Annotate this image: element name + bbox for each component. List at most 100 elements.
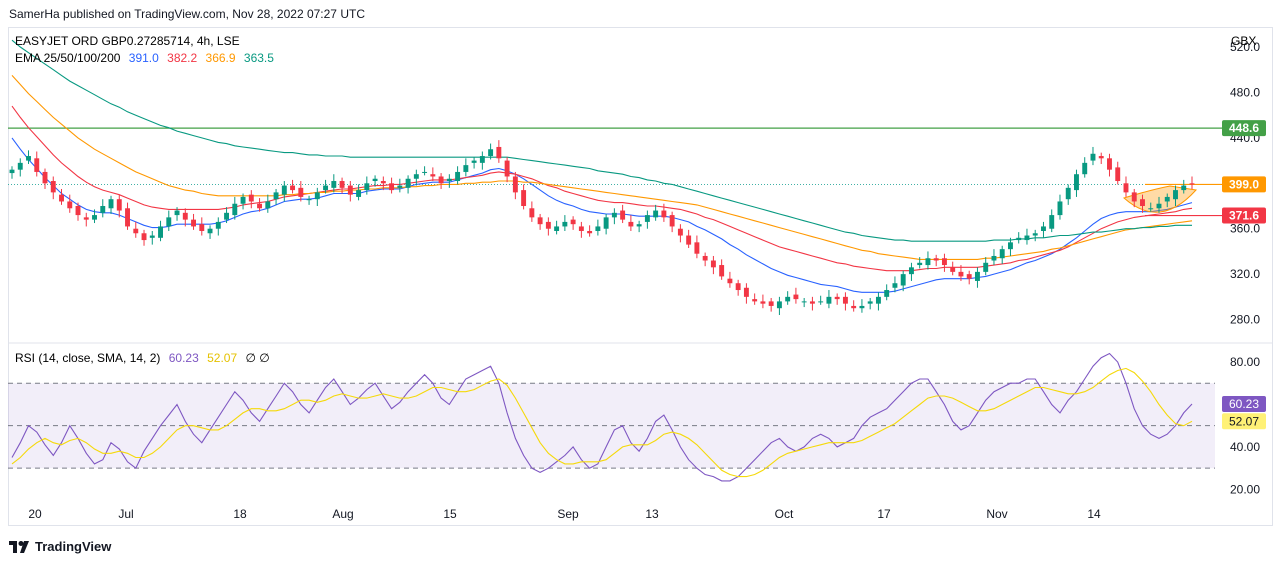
ema25-value: 391.0	[129, 51, 159, 65]
candle-body	[397, 185, 403, 188]
candle-body	[306, 199, 312, 201]
candle-body	[834, 296, 840, 300]
rsi-value-tag-label: 60.23	[1229, 397, 1259, 411]
level-label: 448.6	[1229, 121, 1259, 135]
candle-body	[677, 228, 683, 236]
candle-body	[281, 185, 287, 195]
candle-body	[1024, 235, 1030, 241]
candle-body	[743, 287, 749, 297]
candle-body	[636, 224, 642, 227]
candle-body	[983, 262, 989, 272]
candle-body	[545, 221, 551, 229]
candle-body	[776, 301, 782, 309]
candle-body	[389, 183, 395, 191]
candle-body	[463, 165, 469, 172]
candle-body	[719, 265, 725, 277]
date-tick-label: Nov	[986, 507, 1007, 521]
candle-body	[1041, 226, 1046, 231]
rsi-value-tag	[1222, 395, 1266, 412]
candle-body	[347, 185, 353, 195]
candle-body	[950, 267, 956, 272]
date-tick-label: 18	[233, 507, 247, 521]
rsi-legend-extra: ∅ ∅	[245, 351, 269, 365]
candle-body	[1115, 167, 1121, 182]
candle-body	[735, 283, 741, 291]
rsi-tick-label: 20.00	[1230, 482, 1260, 496]
candle-body	[702, 255, 708, 261]
candle-body	[958, 271, 964, 277]
candle-body	[595, 226, 601, 231]
candle-body	[125, 208, 130, 227]
candle-body	[83, 217, 89, 220]
candle-body	[59, 194, 64, 202]
axes-layer: 280.0320.0360.0400.0440.0480.0520.020Jul…	[8, 40, 1273, 521]
candle-body	[438, 176, 444, 184]
candle-body	[851, 305, 857, 309]
candle-body	[752, 299, 758, 302]
ema100-value: 366.9	[206, 51, 236, 65]
candle-body	[628, 221, 634, 227]
candle-body	[587, 230, 593, 234]
candle-body	[364, 183, 370, 191]
candle-body	[859, 305, 865, 309]
candle-body	[290, 185, 296, 191]
candle-body	[141, 233, 147, 241]
ema50-line	[11, 105, 1193, 272]
candle-body	[75, 206, 81, 216]
candle-body	[1131, 192, 1137, 202]
candle-body	[578, 226, 584, 231]
candle-body	[1189, 183, 1195, 185]
candle-body	[1140, 199, 1145, 207]
level-tag	[1222, 176, 1266, 193]
date-tick-label: 17	[877, 507, 891, 521]
candle-body	[908, 267, 914, 275]
candle-body	[380, 181, 386, 184]
rsi-legend-value: 60.23	[169, 351, 199, 365]
candle-body	[273, 192, 279, 200]
candle-body	[50, 181, 56, 193]
candle-body	[199, 224, 205, 231]
candle-body	[314, 192, 320, 200]
candle-body	[1016, 237, 1022, 241]
candle-body	[620, 210, 626, 220]
candle-body	[446, 178, 452, 182]
candle-body	[191, 219, 196, 227]
tradingview-logo[interactable]: TradingView	[9, 539, 111, 554]
candle-body	[694, 242, 700, 254]
candle-body	[248, 194, 254, 202]
candle-body	[1156, 203, 1162, 209]
candle-body	[570, 219, 576, 225]
candle-body	[941, 258, 947, 266]
candle-body	[727, 278, 733, 284]
candle-body	[116, 199, 122, 211]
candle-body	[1032, 233, 1038, 236]
candle-body	[34, 158, 40, 172]
rsi-legend-label: RSI (14, close, SMA, 14, 2)	[15, 351, 160, 365]
rsi-legend: RSI (14, close, SMA, 14, 2) 60.23 52.07 …	[15, 351, 270, 365]
candle-body	[1057, 201, 1063, 216]
candle-body	[991, 255, 997, 261]
candle-body	[1181, 185, 1187, 191]
ema200-line	[11, 39, 1192, 242]
candle-body	[661, 210, 667, 218]
candle-body	[611, 212, 617, 218]
candle-body	[504, 160, 510, 177]
rsi-band	[8, 382, 1215, 469]
rsi-sma-line	[11, 367, 1193, 478]
candle-body	[1107, 158, 1112, 170]
candle-body	[133, 228, 139, 234]
candle-body	[644, 215, 650, 222]
candle-body	[182, 212, 188, 220]
candle-body	[339, 181, 345, 188]
ema-legend: EMA 25/50/100/200 391.0 382.2 366.9 363.…	[15, 51, 274, 65]
candle-body	[488, 149, 494, 157]
candle-body	[224, 212, 230, 220]
candle-body	[669, 215, 675, 227]
candle-body	[826, 296, 832, 304]
candle-body	[1090, 153, 1096, 161]
chart-frame	[8, 27, 1273, 526]
candle-body	[215, 221, 221, 229]
rsi-tick-label: 40.00	[1230, 440, 1260, 454]
candle-body	[207, 228, 213, 234]
